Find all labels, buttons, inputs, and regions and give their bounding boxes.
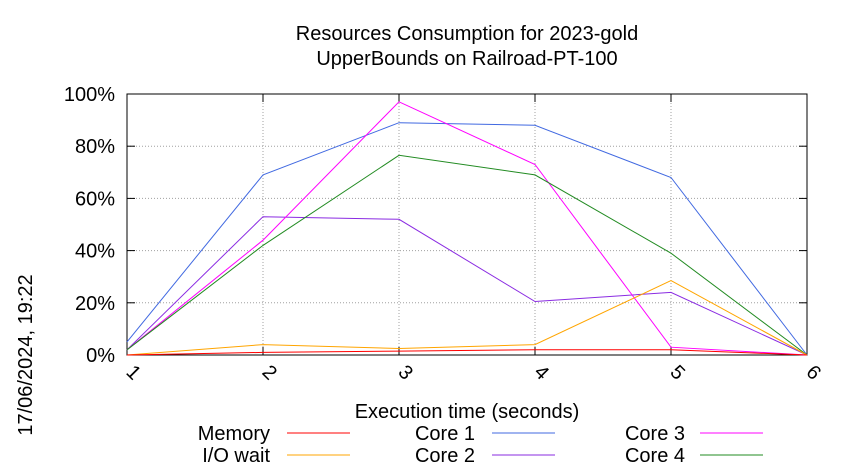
legend-label: I/O wait	[202, 445, 270, 467]
chart-title: Resources Consumption for 2023-gold	[296, 23, 638, 45]
legend-label: Core 2	[415, 445, 475, 467]
series-line-memory	[126, 349, 808, 356]
legend-label: Core 4	[625, 445, 685, 467]
chart-subtitle: UpperBounds on Railroad-PT-100	[316, 48, 617, 70]
series-line-core-3	[126, 101, 808, 356]
legend-label: Core 1	[415, 423, 475, 445]
x-tick-label: 4	[530, 361, 553, 384]
grid	[127, 94, 807, 355]
y-tick-label: 40%	[75, 241, 115, 263]
series-line-core-4	[126, 154, 808, 356]
x-tick-label: 6	[802, 361, 825, 384]
y-tick-label: 100%	[64, 84, 115, 106]
x-tick-label: 3	[394, 361, 417, 384]
series-line-i-o-wait	[126, 280, 808, 356]
y-tick-label: 60%	[75, 188, 115, 210]
y-tick-label: 80%	[75, 136, 115, 158]
y-tick-label: 20%	[75, 293, 115, 315]
x-tick-label: 2	[258, 361, 281, 384]
series-lines	[126, 101, 808, 356]
x-axis: 1 2 3 4 5 6	[122, 94, 825, 384]
series-line-core-2	[126, 216, 808, 356]
series-line-core-1	[126, 122, 808, 356]
legend-label: Memory	[198, 423, 270, 445]
x-tick-label: 5	[666, 361, 689, 384]
legend-label: Core 3	[625, 423, 685, 445]
y-tick-label: 0%	[86, 345, 115, 367]
plot-frame	[126, 93, 808, 356]
side-timestamp: 17/06/2024, 19:22	[15, 274, 37, 435]
y-axis: 0% 20% 40% 60% 80% 100%	[64, 84, 807, 367]
x-tick-label: 1	[122, 361, 145, 384]
x-axis-label: Execution time (seconds)	[355, 401, 580, 423]
